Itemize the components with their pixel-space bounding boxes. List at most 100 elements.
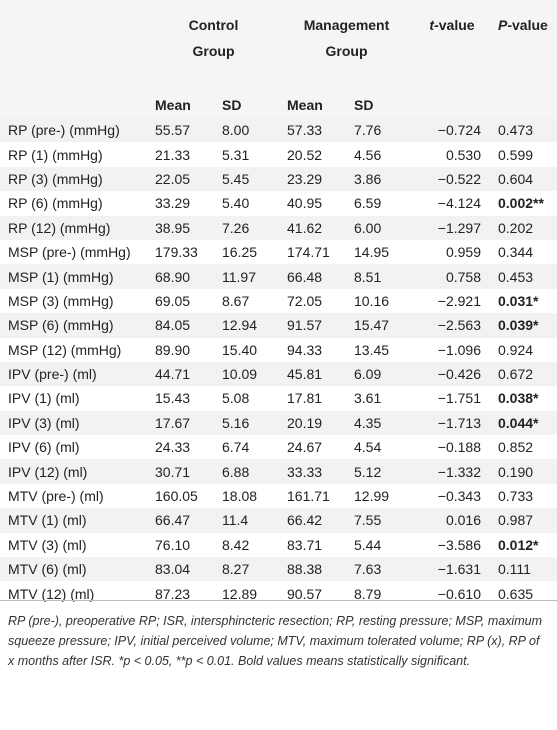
group-header: Management Group — [280, 0, 413, 92]
row-label: MSP (3) (mmHg) — [8, 292, 114, 309]
row-label: MTV (6) (ml) — [8, 561, 87, 578]
row-label: MTV (pre-) (ml) — [8, 488, 104, 505]
table-row: IPV (3) (ml) 17.67 5.16 20.19 4.35 −1.713 0.04… — [0, 410, 557, 436]
table-body: RP (pre-) (mmHg) 55.57 8.00 57.33 7.76 −0.724… — [0, 118, 557, 606]
cell: 87.23 — [155, 585, 191, 602]
cell: 16.25 — [222, 244, 258, 261]
cell: −1.096 — [437, 341, 481, 358]
cell: 38.95 — [155, 219, 191, 236]
cell: 20.52 — [287, 146, 323, 163]
row-label: MTV (12) (ml) — [8, 585, 95, 602]
cell: 94.33 — [287, 341, 323, 358]
cell: 0.758 — [445, 268, 481, 285]
footnote: RP (pre-), preoperative RP; ISR, intersp… — [0, 600, 557, 671]
cell: 0.453 — [498, 268, 534, 285]
cell: 6.74 — [222, 439, 250, 456]
cell: 66.47 — [155, 512, 191, 529]
cell: 0.733 — [498, 488, 534, 505]
row-label: IPV (pre-) (ml) — [8, 366, 97, 383]
cell: 33.29 — [155, 195, 191, 212]
row-label: MSP (1) (mmHg) — [8, 268, 114, 285]
cell: 3.61 — [354, 390, 382, 407]
cell: 0.473 — [498, 122, 534, 139]
group-header-row: Control Group Management Group t-value P… — [0, 0, 557, 92]
cell: 0.031* — [498, 292, 539, 309]
table-row: MTV (3) (ml) 76.10 8.42 83.71 5.44 −3.586 0.01… — [0, 533, 557, 557]
cell: 0.044* — [498, 414, 539, 431]
cell: 6.09 — [354, 366, 382, 383]
cell: 12.99 — [354, 488, 390, 505]
cell: 4.35 — [354, 414, 382, 431]
row-label: RP (3) (mmHg) — [8, 170, 103, 187]
cell: 0.852 — [498, 439, 534, 456]
cell: 83.04 — [155, 561, 191, 578]
cell: 0.987 — [498, 512, 534, 529]
cell: 88.38 — [287, 561, 323, 578]
group-header-text: t-value — [429, 17, 475, 33]
cell: 18.08 — [222, 488, 258, 505]
table-row: IPV (12) (ml) 30.71 6.88 33.33 5.12 −1.332 0.1… — [0, 459, 557, 484]
cell: 0.672 — [498, 366, 534, 383]
cell: 8.42 — [222, 536, 250, 553]
cell: 5.31 — [222, 146, 250, 163]
cell: 45.81 — [287, 366, 323, 383]
cell: 21.33 — [155, 146, 191, 163]
cell: 0.111 — [498, 561, 531, 578]
cell: 11.97 — [222, 268, 256, 285]
cell: 3.86 — [354, 170, 382, 187]
cell: 7.63 — [354, 561, 382, 578]
cell: 17.67 — [155, 414, 191, 431]
cell: 10.09 — [222, 366, 258, 383]
cell: 5.16 — [222, 414, 250, 431]
cell: 5.40 — [222, 195, 250, 212]
cell: −0.343 — [437, 488, 481, 505]
cell: 57.33 — [287, 122, 323, 139]
table-row: MTV (6) (ml) 83.04 8.27 88.38 7.63 −1.631 0.11… — [0, 557, 557, 582]
cell: 14.95 — [354, 244, 390, 261]
cell: −4.124 — [437, 195, 481, 212]
group-header-text: Control Group — [188, 17, 239, 59]
cell: 8.79 — [354, 585, 382, 602]
cell: 161.71 — [287, 488, 330, 505]
subheader-row: Mean SD Mean SD — [0, 92, 557, 118]
row-label: MSP (pre-) (mmHg) — [8, 244, 131, 261]
cell: 23.29 — [287, 170, 323, 187]
cell: 0.959 — [445, 244, 481, 261]
header-cell — [491, 92, 557, 118]
table-row: MTV (12) (ml) 87.23 12.89 90.57 8.79 −0.610 0.… — [0, 581, 557, 605]
cell: 66.42 — [287, 512, 323, 529]
cell: 0.039* — [498, 317, 539, 334]
table-row: RP (3) (mmHg) 22.05 5.45 23.29 3.86 −0.522 0.6… — [0, 166, 557, 192]
cell: 6.59 — [354, 195, 382, 212]
cell: −0.724 — [437, 122, 481, 139]
cell: 0.038* — [498, 390, 539, 407]
table-row: MSP (12) (mmHg) 89.90 15.40 94.33 13.45 −1.09… — [0, 338, 557, 362]
header-cell — [0, 92, 147, 118]
cell: −1.713 — [437, 414, 481, 431]
cell: 0.924 — [498, 341, 534, 358]
cell: 15.40 — [222, 341, 258, 358]
cell: 40.95 — [287, 195, 323, 212]
table-row: RP (12) (mmHg) 38.95 7.26 41.62 6.00 −1.297 0.… — [0, 215, 557, 240]
cell: 0.016 — [445, 512, 481, 529]
cell: 44.71 — [155, 366, 191, 383]
row-label: IPV (6) (ml) — [8, 439, 80, 456]
row-label: MSP (12) (mmHg) — [8, 341, 122, 358]
cell: 8.27 — [222, 561, 250, 578]
cell: 4.54 — [354, 439, 382, 456]
table-row: MSP (3) (mmHg) 69.05 8.67 72.05 10.16 −2.921 0… — [0, 289, 557, 313]
cell: −1.332 — [437, 463, 481, 480]
subheader: SD — [354, 97, 374, 113]
cell: 179.33 — [155, 244, 198, 261]
cell: 13.45 — [354, 341, 390, 358]
cell: −3.586 — [437, 536, 481, 553]
row-label: MSP (6) (mmHg) — [8, 317, 114, 334]
subheader: SD — [222, 97, 242, 113]
cell: 5.44 — [354, 536, 382, 553]
cell: 8.51 — [354, 268, 382, 285]
cell: 15.47 — [354, 317, 390, 334]
cell: 6.00 — [354, 219, 382, 236]
cell: −1.297 — [437, 219, 481, 236]
group-header: P-value — [491, 0, 557, 92]
